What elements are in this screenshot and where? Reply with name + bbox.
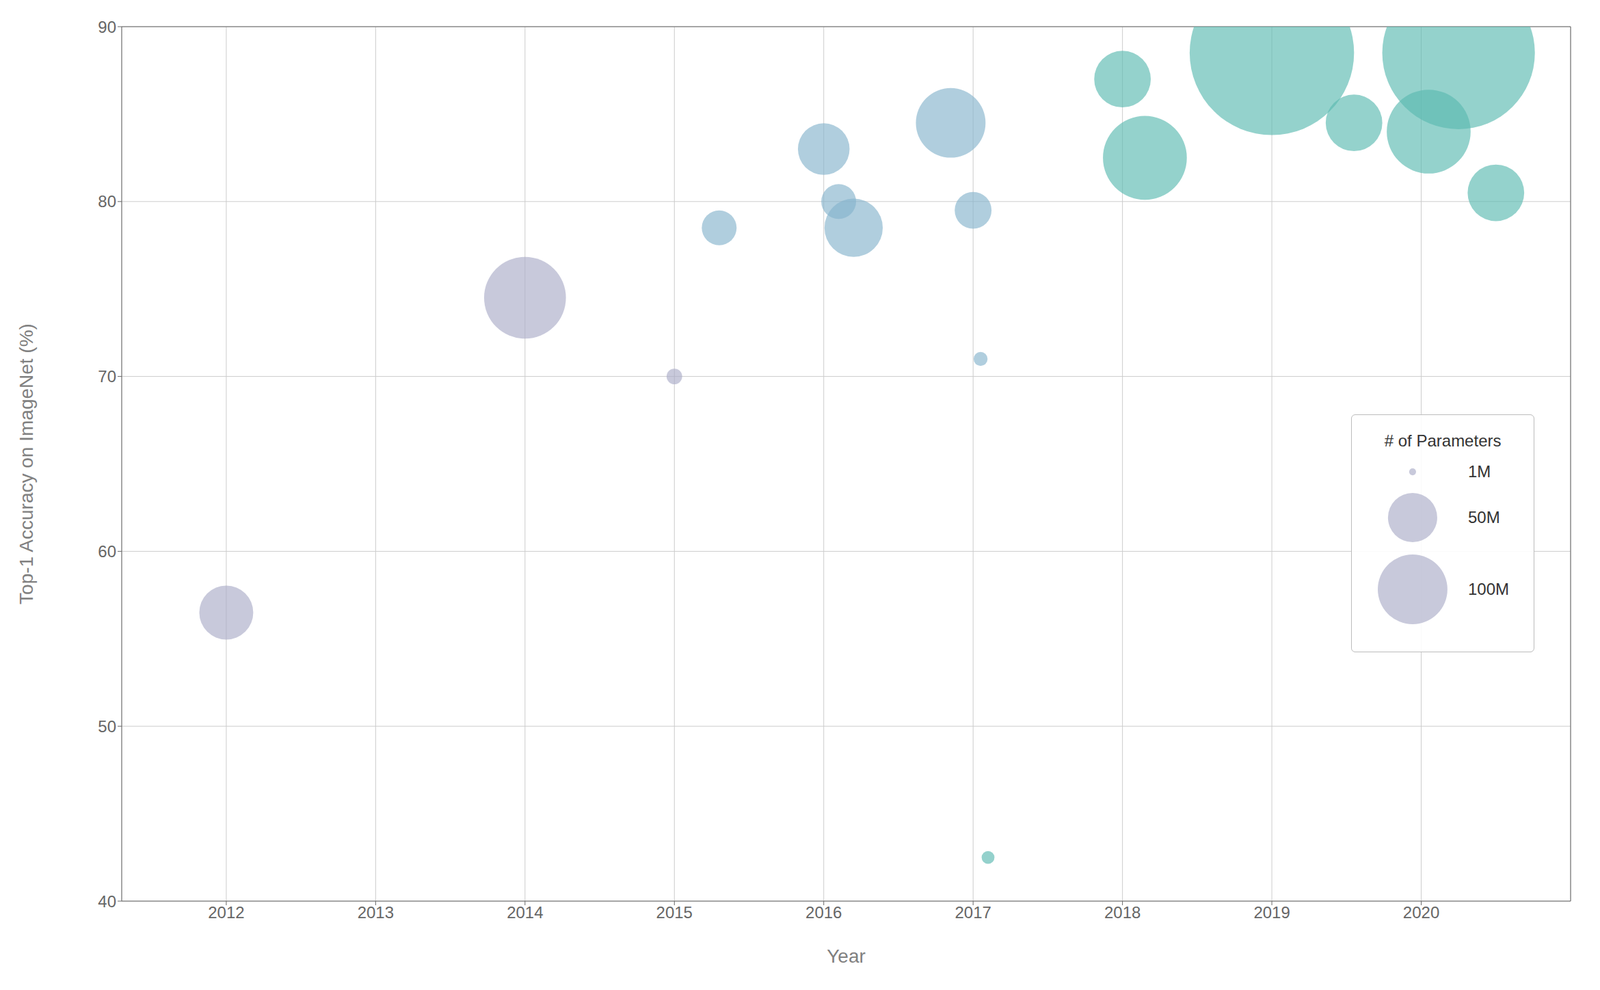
svg-text:2020: 2020 [1403,903,1440,922]
svg-text:2016: 2016 [805,903,842,922]
svg-text:2019: 2019 [1253,903,1290,922]
html-text:100M: 100M [1468,579,1510,599]
svg-text:2014: 2014 [506,903,543,922]
svg-text:2017: 2017 [954,903,991,922]
svg-text:70: 70 [97,367,117,386]
svg-text:Top-1 Accuracy on ImageNet (%): Top-1 Accuracy on ImageNet (%) [15,323,37,605]
svg-text:2012: 2012 [207,903,245,922]
svg-text:40: 40 [97,892,117,911]
svg-text:2013: 2013 [357,903,394,922]
html-text:50M: 50M [1468,508,1500,527]
svg-text:2015: 2015 [656,903,693,922]
svg-text:80: 80 [97,192,117,211]
html-text:1M: 1M [1468,462,1491,481]
html-text:# of Parameters: # of Parameters [1384,431,1502,451]
svg-text:90: 90 [97,17,117,37]
svg-text:Year: Year [826,945,866,967]
svg-text:2018: 2018 [1104,903,1141,922]
svg-text:60: 60 [97,542,117,561]
svg-text:50: 50 [97,717,117,736]
